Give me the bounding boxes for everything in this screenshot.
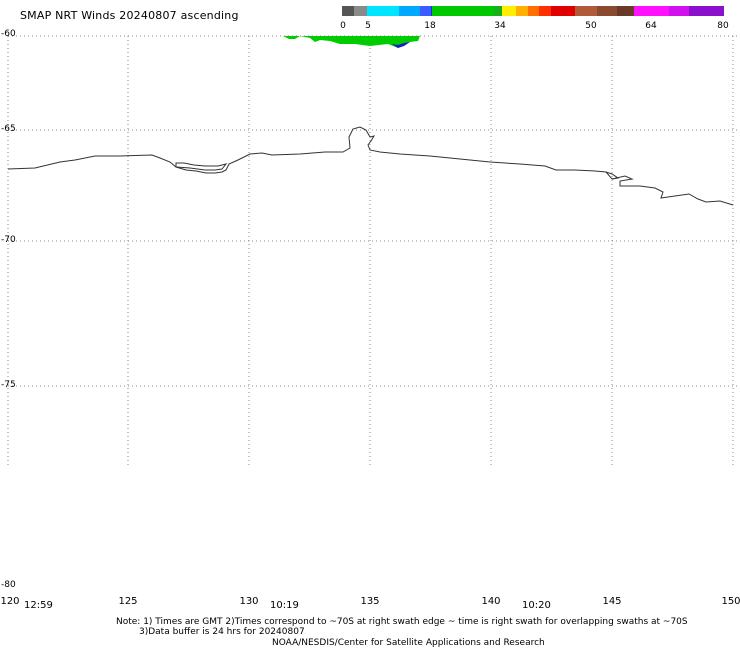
colorbar-segment-12	[551, 6, 575, 16]
colorbar-segment-7	[494, 6, 502, 16]
colorbar-segment-10	[528, 6, 539, 16]
antarctic-coastline	[7, 126, 734, 206]
lon-label-150: 150	[721, 596, 740, 607]
lat-label-60: -60	[1, 29, 16, 39]
colorbar-segment-2	[367, 6, 399, 16]
swath-time-3: 10:20	[522, 600, 551, 611]
colorbar-segment-5	[431, 6, 432, 16]
colorbar-segment-0	[342, 6, 354, 16]
lat-label-65: -65	[1, 124, 16, 134]
note-line-3: NOAA/NESDIS/Center for Satellite Applica…	[272, 638, 545, 648]
colorbar-segment-11	[539, 6, 551, 16]
ice-shelf-outline	[175, 162, 228, 171]
swath-time-2: 10:19	[270, 600, 299, 611]
map-title: SMAP NRT Winds 20240807 ascending	[20, 9, 239, 22]
lon-label-125: 125	[118, 596, 138, 607]
colorbar-segment-15	[617, 6, 634, 16]
lon-label-145: 145	[602, 596, 622, 607]
colorbar-label-18: 18	[424, 21, 436, 31]
coast-inlet	[605, 171, 620, 180]
colorbar-segment-13	[575, 6, 597, 16]
graticule	[7, 35, 740, 465]
colorbar-segment-17	[669, 6, 689, 16]
colorbar-label-50: 50	[585, 21, 597, 31]
lon-label-120: 120	[0, 596, 20, 607]
colorbar-label-5: 5	[365, 21, 371, 31]
wind-swath-green	[283, 36, 420, 48]
colorbar-label-64: 64	[645, 21, 657, 31]
colorbar-segment-9	[516, 6, 528, 16]
note-line-1: Note: 1) Times are GMT 2)Times correspon…	[116, 617, 688, 627]
lat-label-80: -80	[1, 580, 16, 590]
lat-label-75: -75	[1, 380, 16, 390]
colorbar-segment-8	[502, 6, 516, 16]
colorbar-segment-16	[634, 6, 669, 16]
colorbar-segment-14	[597, 6, 617, 16]
lon-label-130: 130	[239, 596, 259, 607]
colorbar-label-0: 0	[340, 21, 346, 31]
colorbar-label-34: 34	[494, 21, 506, 31]
colorbar-segment-4	[420, 6, 431, 16]
colorbar-segment-18	[689, 6, 724, 16]
colorbar-segment-6	[432, 6, 494, 16]
lon-label-135: 135	[360, 596, 380, 607]
lat-label-70: -70	[1, 235, 16, 245]
colorbar-segment-3	[399, 6, 420, 16]
lon-label-140: 140	[481, 596, 501, 607]
wind-speed-colorbar	[342, 6, 728, 16]
swath-time-1: 12:59	[24, 600, 53, 611]
wind-swath-blue	[392, 42, 410, 48]
colorbar-segment-1	[354, 6, 367, 16]
note-line-2: 3)Data buffer is 24 hrs for 20240807	[139, 627, 305, 637]
colorbar-label-80: 80	[717, 21, 729, 31]
